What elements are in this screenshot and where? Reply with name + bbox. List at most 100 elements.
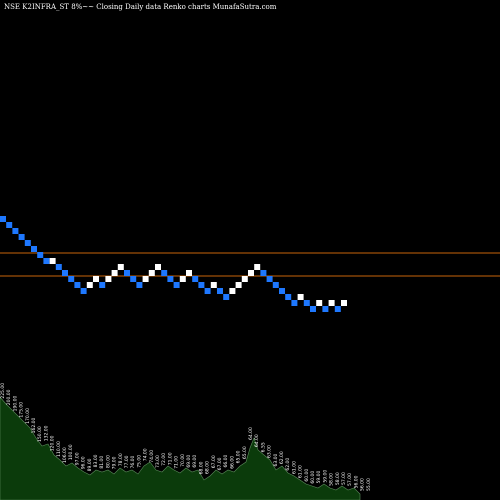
renko-brick-down [12,228,19,234]
volume-label: 89.00 [87,458,93,471]
renko-brick-down [260,270,267,276]
volume-label: 71.00 [174,456,180,469]
renko-brick-up [254,264,261,270]
volume-label: 63.00 [267,445,273,458]
volume-label: 57.00 [341,472,347,485]
volume-label: 60.00 [310,471,316,484]
renko-brick-down [291,300,298,306]
volume-label: 150.00 [37,426,43,442]
volume-label: 55.00 [366,478,372,491]
volume-label: 61.00 [298,465,304,478]
volume-label: 74.00 [143,448,149,461]
renko-brick-down [223,294,230,300]
renko-brick-up [241,276,248,282]
volume-label: 100.00 [68,444,74,460]
volume-label: 76.00 [130,455,136,468]
renko-brick-up [235,282,242,288]
volume-label: 58.00 [329,473,335,486]
volume-label: 81.00 [99,456,105,469]
renko-brick-up [210,282,217,288]
renko-brick-down [0,216,6,222]
volume-label: 56.00 [360,478,366,491]
volume-label: 67.00 [217,457,223,470]
volume-label: 70.00 [180,454,186,467]
renko-brick-down [310,306,316,312]
volume-label: 62.00 [279,451,285,464]
renko-brick-down [37,252,44,258]
chart-title: NSE K2INFRA_ST 8%~~ Closing Daily data R… [4,3,277,11]
renko-brick-up [297,294,304,300]
renko-brick-down [266,276,273,282]
renko-brick-down [18,234,25,240]
volume-label: 65.00 [242,446,248,459]
volume-label: 162.00 [31,417,37,433]
volume-label: 68.00 [205,461,211,474]
renko-brick-down [74,282,81,288]
renko-brick-down [173,282,180,288]
renko-brick-down [322,306,329,312]
volume-label: 6.55 [260,442,266,452]
volume-label: 69.00 [186,455,192,468]
renko-brick-down [130,276,137,282]
volume-label: 132.00 [43,425,49,441]
volume-label: 175.00 [19,402,25,418]
renko-brick-up [93,276,99,282]
volume-label: 78.00 [118,453,124,466]
volume-labels: 225.00 200.00 190.00 175.00 170.00162.00150.… [0,383,372,491]
volume-label: 80.00 [105,455,111,468]
renko-brick-down [6,222,13,228]
renko-brick-down [204,288,211,294]
renko-brick-up [179,276,186,282]
volume-label: 60.00 [304,469,310,482]
renko-brick-up [229,288,236,294]
renko-brick-up [86,282,93,288]
renko-brick-down [80,288,87,294]
renko-brick-down [161,270,168,276]
volume-label: 106.00 [62,447,68,463]
renko-brick-down [62,270,68,276]
renko-brick-down [334,306,341,312]
renko-brick-down [24,240,31,246]
volume-label: 96.00 [81,456,87,469]
renko-brick-down [279,288,285,294]
renko-brick-up [341,300,347,306]
volume-label: 83.00 [93,454,99,467]
volume-label: 56.00 [353,475,359,488]
renko-brick-down [99,282,106,288]
volume-label: 68.00 [198,461,204,474]
renko-brick-down [198,282,205,288]
renko-brick-down [217,288,223,294]
volume-label: 66.00 [223,455,229,468]
volume-label: 225.00 [0,383,6,399]
volume-label: 66.00 [229,456,235,469]
volume-label: 57.00 [347,473,353,486]
renko-brick-down [55,264,62,270]
renko-brick-up [105,276,112,282]
renko-brick-up [155,264,161,270]
volume-label: 65.00 [236,450,242,463]
volume-area [0,396,361,500]
volume-label: 62.00 [285,458,291,471]
volume-label: 110.00 [56,441,62,457]
renko-brick-up [186,270,192,276]
renko-brick-up [248,270,254,276]
volume-label: 75.00 [136,455,142,468]
volume-label: 73.00 [155,455,161,468]
renko-brick-down [303,300,310,306]
volume-label: 170.00 [25,408,31,424]
volume-label: 71.00 [167,452,173,465]
renko-brick-up [111,270,118,276]
volume-label: 64.00 [254,434,260,447]
renko-brick-down [167,276,174,282]
volume-label: 77.00 [124,455,130,468]
renko-brick-down [272,282,279,288]
renko-brick-down [31,246,37,252]
renko-brick-down [43,258,50,264]
renko-brick-down [192,276,199,282]
volume-label: 79.00 [112,456,118,469]
volume-label: 58.00 [335,472,341,485]
volume-label: 97.00 [74,452,80,465]
renko-brick-up [117,264,124,270]
